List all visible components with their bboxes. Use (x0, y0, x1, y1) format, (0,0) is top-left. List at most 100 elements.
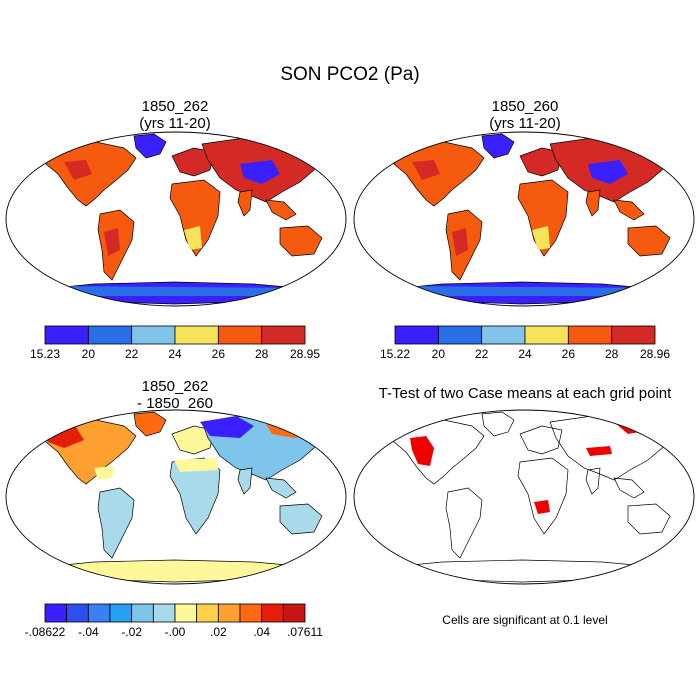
field-patch (588, 160, 628, 184)
landmass-europe (519, 425, 563, 455)
colorbar-tick-label: 28.95 (290, 347, 320, 361)
map-frame (5, 131, 347, 307)
landmass-greenland (481, 133, 515, 159)
landmass-australia (279, 503, 323, 535)
panel-3-colorbar: -.08622 -.04 -.02 -.00 .02 .04 .07611 (25, 603, 323, 639)
panel-2-colorbar: 15.22 20 22 24 26 28 28.96 (380, 325, 670, 361)
panel-1-map-fill (6, 132, 346, 306)
colorbar-swatch (174, 325, 219, 345)
colorbar-tick-label: 28.96 (640, 347, 670, 361)
colorbar-tick-label: -.04 (78, 625, 99, 639)
colorbar-tick-label: 20 (82, 347, 96, 361)
field-patch (240, 160, 280, 184)
panel-2-map-fill (354, 132, 694, 306)
landmass-northAmerica (389, 419, 485, 485)
colorbar-swatch (87, 325, 133, 345)
colorbar-swatch (44, 325, 89, 345)
map-frame (353, 409, 695, 585)
colorbar-swatch (196, 603, 219, 623)
colorbar-swatch (174, 603, 198, 623)
significance-footnote: Cells are significant at 0.1 level (442, 613, 608, 627)
colorbar-tick-label: -.08622 (25, 625, 66, 639)
colorbar-swatch (87, 603, 111, 623)
colorbar-swatch (524, 325, 569, 345)
colorbar-tick-label: .07611 (287, 625, 323, 639)
colorbar-swatch (437, 325, 483, 345)
landmass-greenland (481, 411, 515, 437)
panel-3-map (5, 409, 347, 585)
landmass-india (237, 189, 253, 217)
colorbar-swatch (567, 325, 613, 345)
landmass-australia (627, 225, 671, 257)
colorbar-swatch (131, 325, 176, 345)
field-patch (410, 436, 434, 466)
figure-title: SON PCO2 (Pa) (280, 64, 420, 85)
landmass-southAmerica (97, 487, 135, 559)
colorbar-tick-label: 26 (562, 347, 576, 361)
panel-1-map (5, 131, 347, 307)
colorbar-tick-label: 24 (168, 347, 182, 361)
panel-1-colorbar: 15.23 20 22 24 26 28 28.95 (30, 325, 320, 361)
landmass-europe (171, 425, 215, 455)
field-patch (392, 286, 652, 296)
field-patch (64, 160, 92, 180)
colorbar-swatch (261, 603, 284, 623)
panel-2-map (353, 131, 695, 307)
map-frame (5, 409, 347, 585)
field-patch (44, 286, 304, 296)
field-patch (586, 446, 612, 456)
landmass-europe (519, 147, 563, 177)
colorbar-swatch (611, 325, 656, 345)
colorbar-swatch (217, 325, 263, 345)
panel-1-title: 1850_262 (yrs 11-20) (139, 98, 211, 132)
field-patch (398, 422, 410, 432)
landmass-australia (279, 225, 323, 257)
landmass-seasia (613, 199, 645, 221)
colorbar-tick-label: 20 (432, 347, 446, 361)
landmass-india (237, 467, 253, 495)
landmass-india (585, 467, 601, 495)
colorbar-tick-label: -.02 (121, 625, 142, 639)
colorbar-tick-label: 22 (125, 347, 139, 361)
colorbar-tick-label: -.00 (165, 625, 186, 639)
field-patch (534, 500, 550, 514)
landmass-greenland (133, 133, 167, 159)
field-patch (174, 458, 218, 472)
field-patch (412, 160, 440, 180)
panel-4-map (353, 409, 695, 585)
field-patch (184, 226, 202, 250)
map-frame (353, 131, 695, 307)
landmass-seasia (613, 477, 645, 499)
colorbar-swatch (394, 325, 439, 345)
colorbar-tick-label: 22 (475, 347, 489, 361)
colorbar-tick-label: .04 (253, 625, 270, 639)
field-patch (104, 228, 120, 256)
panel-3-title: 1850_262 - 1850_260 (137, 378, 213, 412)
colorbar-tick-label: 15.23 (30, 347, 60, 361)
colorbar-tick-label: 28 (605, 347, 619, 361)
colorbar-swatch (282, 603, 306, 623)
colorbar-swatch (66, 603, 89, 623)
landmass-seasia (265, 477, 297, 499)
colorbar-swatch (152, 603, 176, 623)
colorbar-tick-label: 28 (255, 347, 269, 361)
landmass-australia (627, 503, 671, 535)
landmass-southAmerica (445, 487, 483, 559)
panel-2-title: 1850_260 (yrs 11-20) (489, 98, 561, 132)
field-patch (532, 226, 550, 250)
panel-4-map-fill (354, 410, 694, 584)
panel-3-map-fill (6, 410, 346, 584)
colorbar-tick-label: 15.22 (380, 347, 410, 361)
field-patch (94, 466, 114, 480)
colorbar-swatch (109, 603, 133, 623)
colorbar-swatch (131, 603, 154, 623)
landmass-india (585, 189, 601, 217)
landmass-europe (171, 147, 215, 177)
colorbar-swatch (261, 325, 306, 345)
colorbar-swatch (44, 603, 68, 623)
colorbar-tick-label: 26 (212, 347, 226, 361)
colorbar-swatch (217, 603, 241, 623)
colorbar-swatch (481, 325, 526, 345)
colorbar-swatch (239, 603, 263, 623)
field-patch (452, 228, 468, 256)
